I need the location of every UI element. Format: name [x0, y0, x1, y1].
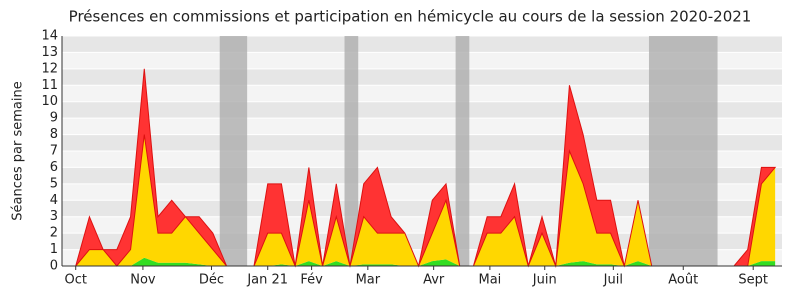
- chart-title: Présences en commissions et participatio…: [69, 8, 752, 26]
- y-tick-label: 12: [41, 61, 58, 76]
- y-tick-label: 10: [41, 94, 58, 109]
- y-tick-label: 3: [50, 209, 58, 224]
- y-tick-label: 5: [50, 176, 58, 191]
- x-tick-label: Mai: [478, 273, 501, 288]
- y-tick-label: 2: [50, 226, 58, 241]
- recess-band: [219, 36, 248, 266]
- y-tick-label: 1: [50, 242, 58, 257]
- y-tick-label: 8: [50, 127, 58, 142]
- y-tick-label: 14: [41, 29, 58, 44]
- x-tick-label: Oct: [64, 273, 86, 288]
- x-tick-label: Juil: [603, 273, 623, 288]
- x-tick-label: Avr: [423, 273, 445, 288]
- x-tick-label: Nov: [130, 273, 156, 288]
- x-tick-label: Fév: [300, 273, 323, 288]
- recess-band: [648, 36, 718, 266]
- y-tick-label: 9: [50, 111, 58, 126]
- y-tick-label: 13: [41, 45, 58, 60]
- x-tick-label: Juin: [532, 273, 557, 288]
- x-tick-label: Déc: [199, 273, 224, 288]
- recess-band: [455, 36, 470, 266]
- y-tick-label: 0: [50, 259, 58, 274]
- y-tick-label: 7: [50, 144, 58, 159]
- y-tick-label: 11: [41, 78, 58, 93]
- recess-band: [344, 36, 359, 266]
- area: [62, 68, 777, 268]
- x-tick-label: Mar: [356, 273, 381, 288]
- x-tick-label: Jan 21: [246, 273, 288, 288]
- x-tick-label: Août: [668, 273, 698, 288]
- y-tick-label: 6: [50, 160, 58, 175]
- y-tick-label: 4: [50, 193, 58, 208]
- x-tick-label: Sept: [738, 273, 768, 288]
- y-axis-label: Séances par semaine: [11, 81, 26, 220]
- area: [62, 257, 776, 266]
